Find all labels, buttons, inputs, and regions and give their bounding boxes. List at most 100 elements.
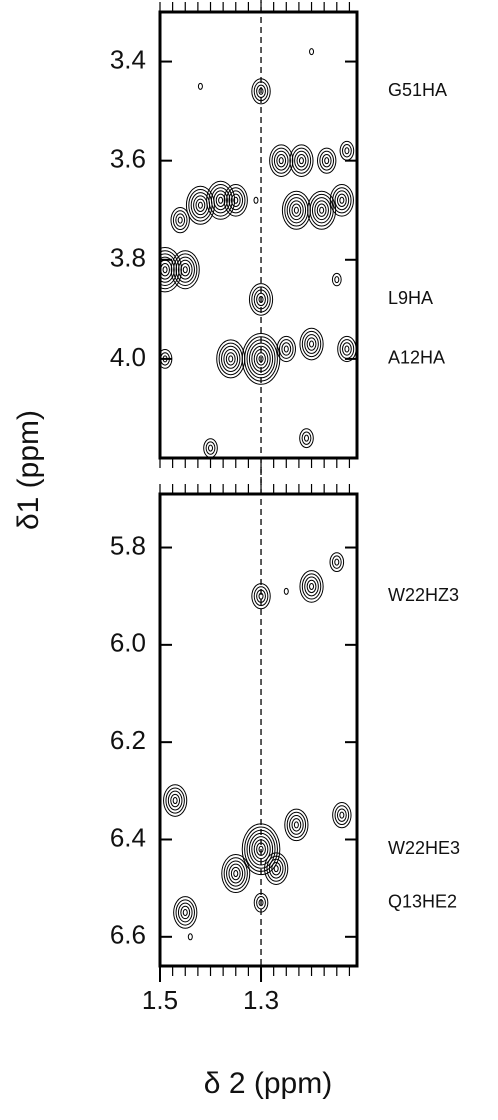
- contour-ring: [226, 860, 246, 887]
- contour-ring: [177, 902, 193, 923]
- contour-ring: [160, 246, 182, 293]
- panel-frame: [158, 492, 359, 968]
- contour-ring: [160, 253, 178, 286]
- contour-ring: [226, 187, 246, 214]
- contour-ring: [230, 193, 241, 208]
- contour-ring: [341, 144, 352, 158]
- plot-area: [160, 48, 357, 458]
- contour-ring: [215, 193, 226, 208]
- contour-ring: [230, 866, 241, 881]
- y-tick-label: 3.4: [110, 44, 146, 74]
- contour-ring: [309, 193, 334, 227]
- contour-ring: [289, 200, 304, 221]
- y-axis-label: δ1 (ppm): [12, 410, 45, 530]
- contour-ring: [331, 555, 342, 569]
- contour-ring: [339, 196, 345, 204]
- contour-ring: [223, 857, 248, 890]
- contour-ring: [225, 352, 236, 366]
- contour-ring: [293, 206, 299, 214]
- contour-ring: [170, 793, 181, 808]
- contour-ring: [173, 896, 198, 929]
- contour-ring: [206, 180, 236, 220]
- contour-ring: [228, 355, 234, 363]
- contour-ring: [336, 193, 347, 208]
- x-axis-label: δ 2 (ppm): [204, 1067, 332, 1100]
- contour-ring: [266, 855, 286, 882]
- contour-ring: [339, 811, 345, 819]
- contour-ring: [160, 256, 175, 283]
- contour-ring: [175, 213, 186, 227]
- contour-ring: [331, 272, 342, 287]
- contour-ring: [233, 870, 239, 878]
- contour-ring: [208, 444, 214, 452]
- contour-ring: [307, 974, 316, 986]
- contour-ring: [304, 334, 319, 354]
- contour-ring: [334, 558, 340, 566]
- x-tick-label: 1.5: [142, 985, 178, 1015]
- contour-ring: [276, 335, 296, 363]
- contour-ring: [319, 150, 334, 171]
- contour-ring: [223, 348, 239, 369]
- contour-ring: [284, 193, 309, 227]
- contour-ring: [253, 586, 269, 607]
- contour-ring: [177, 259, 193, 280]
- contour-ring: [170, 207, 190, 234]
- contour-ring: [162, 266, 168, 274]
- contour-ring: [289, 814, 304, 835]
- contour-ring: [316, 147, 337, 174]
- contour-ring: [180, 905, 191, 920]
- contour-ring: [205, 441, 216, 455]
- y-tick-label: 6.2: [110, 725, 146, 755]
- contour-ring: [160, 250, 180, 290]
- contour-ring: [256, 896, 266, 910]
- contour-ring: [284, 808, 309, 842]
- contour-ring: [289, 144, 314, 177]
- contour-ring: [271, 861, 282, 876]
- contour-ring: [344, 147, 350, 155]
- contour-ring: [283, 345, 289, 353]
- contour-ring: [298, 157, 304, 165]
- contour-ring: [160, 262, 170, 277]
- contour-ring: [172, 797, 178, 805]
- contour-ring: [291, 147, 312, 174]
- contour-ring: [294, 150, 309, 171]
- contour-ring: [177, 216, 183, 224]
- contour-ring: [296, 153, 307, 168]
- contour-ring: [299, 428, 314, 449]
- contour-ring: [218, 342, 243, 376]
- contour-ring: [301, 330, 322, 358]
- y-tick-label: 6.6: [110, 920, 146, 950]
- contour-ring: [301, 431, 312, 445]
- contour-ring: [221, 854, 251, 894]
- contour-ring: [309, 48, 315, 56]
- contour-ring: [167, 790, 183, 811]
- contour-ring: [314, 200, 329, 221]
- contour-ring: [271, 147, 291, 174]
- contour-ring: [310, 978, 314, 984]
- contour-ring: [278, 339, 294, 359]
- contour-ring: [182, 266, 188, 274]
- contour-ring: [228, 863, 244, 884]
- y-tick-label: 5.8: [110, 530, 146, 560]
- contour-ring: [269, 144, 294, 177]
- contour-ring: [306, 579, 317, 594]
- contour-ring: [311, 197, 332, 224]
- contour-ring: [286, 197, 307, 224]
- panel-frame: [158, 10, 359, 460]
- peak-assignment: A12HA: [388, 348, 445, 368]
- contour-ring: [303, 434, 309, 442]
- contour-ring: [309, 340, 315, 348]
- contour-ring: [163, 784, 188, 817]
- contour-ring: [210, 187, 231, 214]
- contour-ring: [293, 821, 299, 829]
- contour-ring: [268, 858, 284, 879]
- contour-ring: [264, 852, 289, 885]
- contour-ring: [329, 552, 345, 573]
- peak-assignment: L9HA: [388, 288, 433, 308]
- contour-ring: [276, 153, 287, 168]
- y-tick-label: 6.4: [110, 822, 146, 852]
- peak-assignment: W22HE3: [388, 838, 460, 858]
- y-tick-label: 3.8: [110, 243, 146, 273]
- contour-ring: [316, 203, 327, 217]
